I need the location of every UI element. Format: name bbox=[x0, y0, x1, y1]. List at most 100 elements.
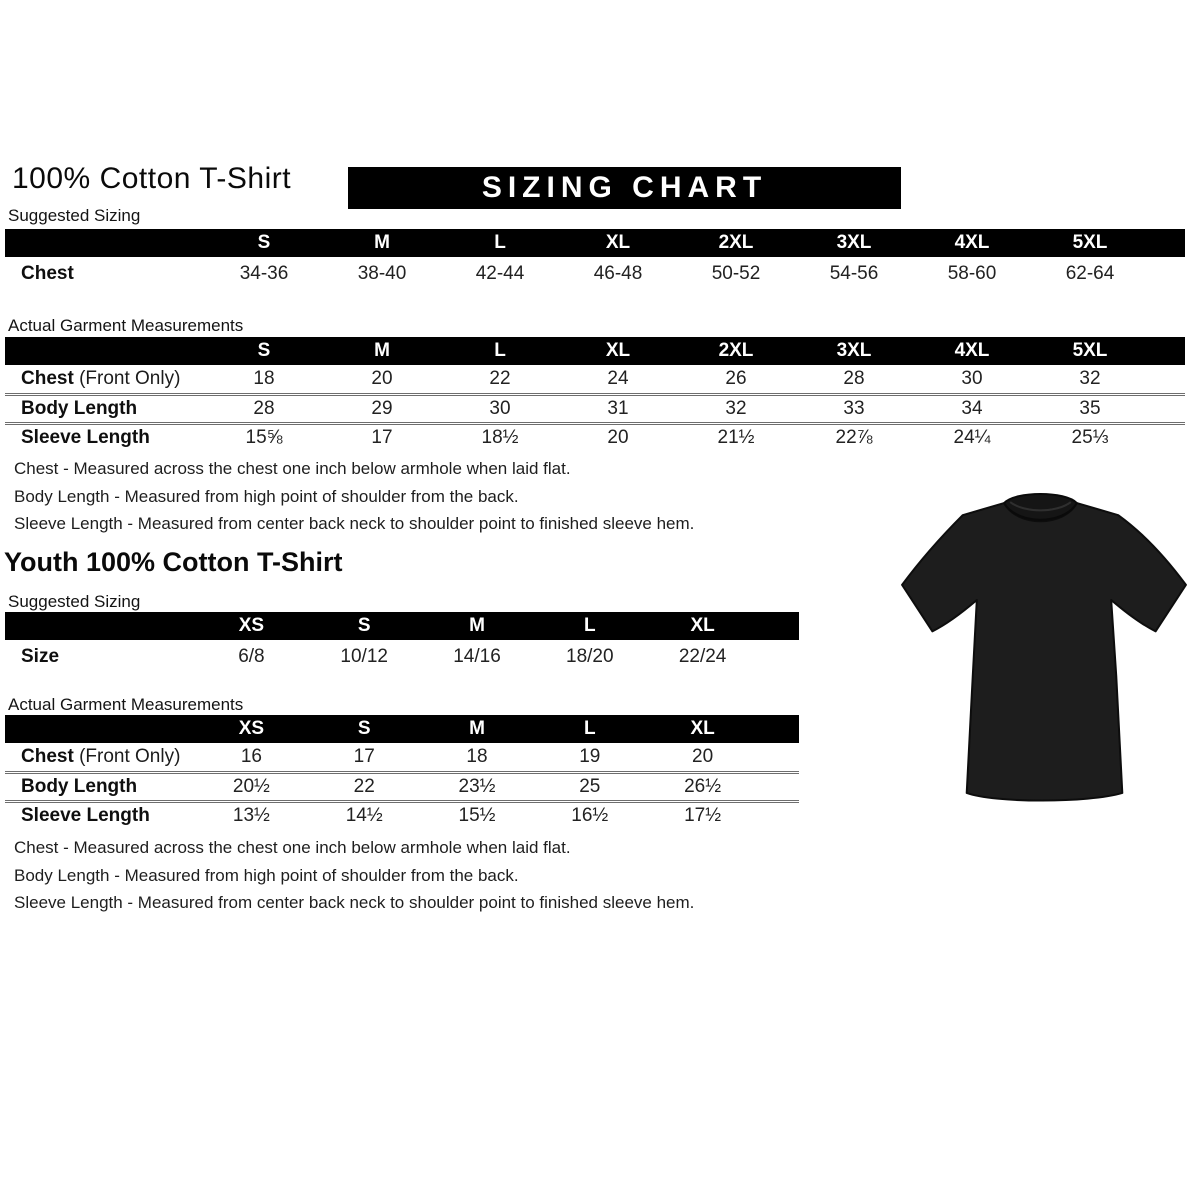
size-column-header: 3XL bbox=[795, 229, 913, 257]
measurement-cell: 46-48 bbox=[593, 263, 643, 284]
row-spacer bbox=[759, 770, 799, 801]
youth-product-title: Youth 100% Cotton T-Shirt bbox=[4, 547, 343, 577]
size-column-header: M bbox=[420, 715, 534, 743]
measurement-cell: 18 bbox=[253, 367, 275, 389]
measurement-cell: 38-40 bbox=[357, 263, 407, 284]
table-row: Chest 34-36 38-40 42-44 46-48 50-52 54-56 58-60… bbox=[5, 257, 1185, 291]
header-row: XS S M L XL bbox=[5, 612, 799, 640]
adult-suggested-sizing-table: S M L XL 2XL 3XL 4XL 5XL Chest 34-36 38-40 42-44 46-… bbox=[5, 229, 1185, 291]
row-label-rest: (Front Only) bbox=[73, 745, 181, 767]
row-label-bold: Body Length bbox=[21, 397, 138, 419]
row-spacer bbox=[1149, 257, 1185, 291]
measurement-cell: 14½ bbox=[307, 799, 421, 830]
row-spacer bbox=[1149, 392, 1185, 423]
size-column-header: XS bbox=[195, 612, 308, 640]
header-corner bbox=[5, 612, 195, 640]
size-column-header: L bbox=[441, 337, 559, 365]
measurement-cell: 30 bbox=[441, 392, 559, 423]
header-row: XS S M L XL bbox=[5, 715, 799, 743]
row-label-bold: Sleeve Length bbox=[21, 805, 150, 827]
table-row: Chest (Front Only) 18 20 22 24 26 28 30 32 bbox=[5, 365, 1185, 394]
size-column-header: L bbox=[533, 612, 647, 640]
measurement-cell: 15⅝ bbox=[205, 421, 323, 452]
measurement-cell: 58-60 bbox=[947, 263, 997, 284]
sizing-chart-banner: SIZING CHART bbox=[348, 167, 901, 209]
size-column-header: L bbox=[441, 229, 559, 257]
row-label: Sleeve Length bbox=[5, 799, 195, 830]
row-label-bold: Chest bbox=[21, 367, 74, 389]
body-length-note: Body Length - Measured from high point o… bbox=[14, 865, 519, 885]
youth-suggested-sizing-table: XS S M L XL Size 6/8 10/12 14/16 18/20 22/24 bbox=[5, 612, 799, 674]
table-header: S M L XL 2XL 3XL 4XL 5XL bbox=[5, 337, 1185, 365]
measurement-cell: 22 bbox=[489, 367, 511, 389]
header-spacer bbox=[1149, 229, 1185, 257]
size-column-header: XL bbox=[646, 612, 759, 640]
youth-actual-measurements-label: Actual Garment Measurements bbox=[8, 695, 244, 714]
measurement-cell: 16 bbox=[240, 745, 262, 767]
row-spacer bbox=[1149, 365, 1185, 394]
measurement-cell: 19 bbox=[579, 745, 601, 767]
size-column-header: 3XL bbox=[795, 337, 913, 365]
header-row: S M L XL 2XL 3XL 4XL 5XL bbox=[5, 337, 1185, 365]
header-spacer bbox=[1149, 337, 1185, 365]
measurement-cell: 32 bbox=[1079, 367, 1101, 389]
measurement-cell: 30 bbox=[961, 367, 983, 389]
measurement-cell: 42-44 bbox=[475, 263, 525, 284]
header-row: S M L XL 2XL 3XL 4XL 5XL bbox=[5, 229, 1185, 257]
table-row: Sleeve Length 13½ 14½ 15½ 16½ 17½ bbox=[5, 799, 799, 830]
measurement-cell: 10/12 bbox=[340, 646, 388, 667]
measurement-cell: 21½ bbox=[677, 421, 795, 452]
row-label-bold: Size bbox=[21, 646, 60, 667]
table-row: Chest (Front Only) 16 17 18 19 20 bbox=[5, 743, 799, 772]
measurement-cell: 33 bbox=[795, 392, 913, 423]
table-row: Sleeve Length 15⅝ 17 18½ 20 21½ 22⅞ 24¼ 25⅓ bbox=[5, 421, 1185, 452]
row-label: Size bbox=[5, 640, 195, 674]
measurement-cell: 22/24 bbox=[678, 646, 727, 667]
chest-note: Chest - Measured across the chest one in… bbox=[14, 459, 571, 478]
measurement-cell: 28 bbox=[843, 367, 865, 389]
measurement-cell: 17 bbox=[323, 421, 441, 452]
table-row: Body Length 28 29 30 31 32 33 34 35 bbox=[5, 392, 1185, 423]
measurement-cell: 34-36 bbox=[239, 263, 289, 284]
size-column-header: S bbox=[307, 612, 421, 640]
youth-suggested-sizing-label: Suggested Sizing bbox=[8, 592, 141, 611]
size-column-header: S bbox=[307, 715, 421, 743]
size-column-header: 5XL bbox=[1031, 229, 1149, 257]
row-label: Body Length bbox=[5, 770, 195, 801]
youth-actual-measurements-table: XS S M L XL Chest (Front Only) 16 17 18 19 20 Body … bbox=[5, 715, 799, 830]
row-spacer bbox=[759, 640, 799, 674]
size-column-header: 2XL bbox=[677, 229, 795, 257]
size-column-header: 5XL bbox=[1031, 337, 1149, 365]
table-header: XS S M L XL bbox=[5, 612, 799, 640]
header-corner bbox=[5, 229, 205, 257]
header-corner bbox=[5, 337, 205, 365]
tshirt-collar-ridge bbox=[1009, 501, 1072, 512]
size-column-header: M bbox=[420, 612, 534, 640]
measurement-cell: 20 bbox=[692, 745, 714, 767]
adult-measurement-notes: Chest - Measured across the chest one in… bbox=[14, 455, 694, 538]
measurement-cell: 26½ bbox=[646, 770, 759, 801]
measurement-cell: 62-64 bbox=[1065, 263, 1115, 284]
row-label-bold: Sleeve Length bbox=[21, 427, 150, 449]
measurement-cell: 26 bbox=[725, 367, 747, 389]
adult-actual-measurements-label: Actual Garment Measurements bbox=[8, 316, 244, 335]
measurement-cell: 25 bbox=[533, 770, 647, 801]
measurement-cell: 18 bbox=[466, 745, 488, 767]
measurement-cell: 34 bbox=[913, 392, 1031, 423]
adult-actual-measurements-table: S M L XL 2XL 3XL 4XL 5XL Chest (Front Only) 18 20 2… bbox=[5, 337, 1185, 452]
measurement-cell: 20 bbox=[559, 421, 677, 452]
header-corner bbox=[5, 715, 195, 743]
measurement-cell: 31 bbox=[559, 392, 677, 423]
measurement-cell: 35 bbox=[1031, 392, 1149, 423]
size-column-header: L bbox=[533, 715, 647, 743]
measurement-cell: 23½ bbox=[420, 770, 534, 801]
row-spacer bbox=[759, 743, 799, 772]
row-spacer bbox=[759, 799, 799, 830]
sleeve-length-note: Sleeve Length - Measured from center bac… bbox=[14, 893, 695, 912]
adult-product-title: 100% Cotton T-Shirt bbox=[12, 162, 292, 195]
size-column-header: M bbox=[323, 229, 441, 257]
row-label: Chest bbox=[5, 257, 205, 291]
measurement-cell: 24 bbox=[607, 367, 629, 389]
size-column-header: XS bbox=[195, 715, 308, 743]
